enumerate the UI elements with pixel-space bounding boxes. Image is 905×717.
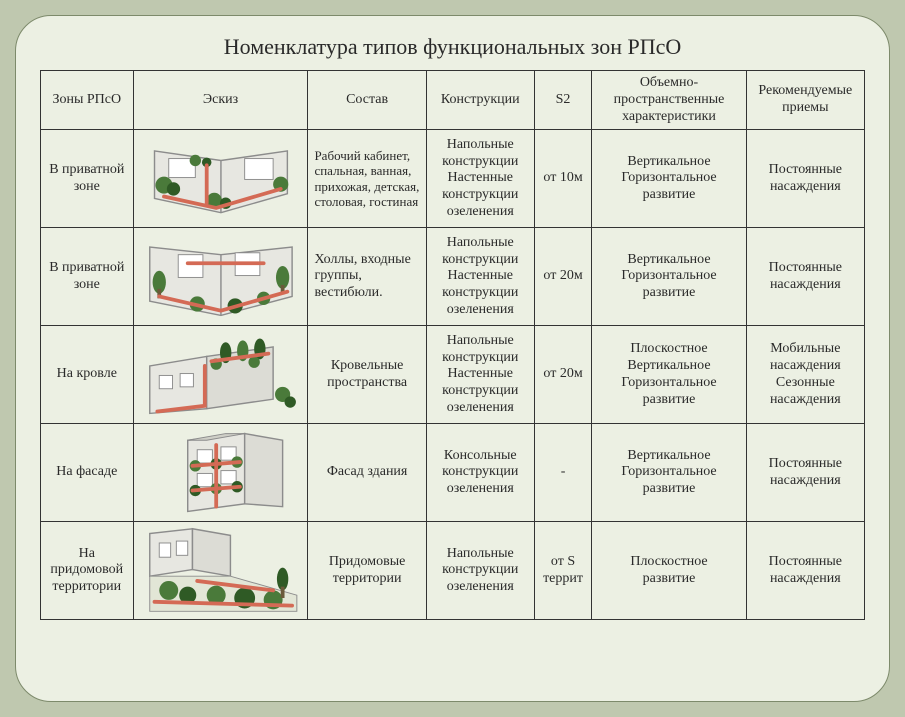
characteristic-item: Горизонтальное: [596, 375, 741, 392]
cell-composition: Рабочий кабинет, спальная, ванная, прихо…: [308, 130, 426, 228]
cell-composition: Фасад здания: [308, 424, 426, 522]
characteristic-item: Горизонтальное: [596, 268, 741, 285]
col-recommendations: Рекомендуемые приемы: [746, 71, 864, 130]
cell-recommendations: Постоянные насаждения: [746, 424, 864, 522]
recommendation-item: Постоянные насаждения: [751, 260, 860, 294]
cell-characteristics: Плоскостное Вертикальное Горизонтальное …: [592, 326, 746, 424]
characteristic-item: развитие: [596, 481, 741, 498]
cell-zone: На фасаде: [41, 424, 134, 522]
sketch-facade-icon: [136, 426, 306, 519]
recommendation-item: Мобильные насаждения: [751, 341, 860, 375]
cell-recommendations: Постоянные насаждения: [746, 522, 864, 620]
sketch-room-icon: [136, 132, 306, 225]
cell-zone: На придомовой территории: [41, 522, 134, 620]
cell-sketch: [133, 130, 308, 228]
cell-sketch: [133, 326, 308, 424]
cell-recommendations: Постоянные насаждения: [746, 130, 864, 228]
construction-item: Напольные конструкции: [431, 235, 530, 269]
table-row: На придомовой территории: [41, 522, 865, 620]
characteristic-item: Вертикальное: [596, 358, 741, 375]
table-row: На фасаде: [41, 424, 865, 522]
characteristic-item: развитие: [596, 571, 741, 588]
table-row: В приватной зоне: [41, 130, 865, 228]
characteristic-item: Вертикальное: [596, 154, 741, 171]
col-zone: Зоны РПсО: [41, 71, 134, 130]
characteristic-item: Горизонтальное: [596, 170, 741, 187]
characteristic-item: развитие: [596, 392, 741, 409]
characteristic-item: Плоскостное: [596, 341, 741, 358]
page-title: Номенклатура типов функциональных зон РП…: [40, 34, 865, 60]
slide-card: Номенклатура типов функциональных зон РП…: [15, 15, 890, 702]
cell-characteristics: Вертикальное Горизонтальное развитие: [592, 130, 746, 228]
col-s2: S2: [534, 71, 592, 130]
construction-item: Настенные конструкции озеленения: [431, 268, 530, 318]
cell-constructions: Напольные конструкции Настенные конструк…: [426, 228, 534, 326]
sketch-hall-icon: [136, 230, 306, 323]
zones-table: Зоны РПсО Эскиз Состав Конструкции S2 Об…: [40, 70, 865, 620]
recommendation-item: Постоянные насаждения: [751, 162, 860, 196]
cell-composition: Придомовые территории: [308, 522, 426, 620]
cell-recommendations: Мобильные насаждения Сезонные насаждения: [746, 326, 864, 424]
characteristic-item: развитие: [596, 187, 741, 204]
table-row: На кровле: [41, 326, 865, 424]
cell-s2: от 20м: [534, 228, 592, 326]
cell-s2: -: [534, 424, 592, 522]
col-sketch: Эскиз: [133, 71, 308, 130]
cell-s2: от 10м: [534, 130, 592, 228]
cell-s2: от 20м: [534, 326, 592, 424]
cell-constructions: Консольные конструкции озеленения: [426, 424, 534, 522]
cell-zone: На кровле: [41, 326, 134, 424]
construction-item: Напольные конструкции: [431, 333, 530, 367]
cell-constructions: Напольные конструкции Настенные конструк…: [426, 130, 534, 228]
characteristic-item: Горизонтальное: [596, 464, 741, 481]
characteristic-item: Вертикальное: [596, 252, 741, 269]
cell-constructions: Напольные конструкции Настенные конструк…: [426, 326, 534, 424]
cell-recommendations: Постоянные насаждения: [746, 228, 864, 326]
construction-item: Настенные конструкции озеленения: [431, 366, 530, 416]
col-constructions: Конструкции: [426, 71, 534, 130]
table-header-row: Зоны РПсО Эскиз Состав Конструкции S2 Об…: [41, 71, 865, 130]
cell-sketch: [133, 424, 308, 522]
cell-composition: Холлы, входные группы, вестибюли.: [308, 228, 426, 326]
cell-characteristics: Плоскостное развитие: [592, 522, 746, 620]
cell-characteristics: Вертикальное Горизонтальное развитие: [592, 228, 746, 326]
cell-composition: Кровельные пространства: [308, 326, 426, 424]
recommendation-item: Постоянные насаждения: [751, 456, 860, 490]
construction-item: Настенные конструкции озеленения: [431, 170, 530, 220]
construction-item: Консольные конструкции озеленения: [431, 448, 530, 498]
sketch-ground-icon: [136, 524, 306, 617]
table-row: В приватной зоне: [41, 228, 865, 326]
cell-constructions: Напольные конструкции озеленения: [426, 522, 534, 620]
cell-sketch: [133, 228, 308, 326]
cell-zone: В приватной зоне: [41, 228, 134, 326]
characteristic-item: развитие: [596, 285, 741, 302]
cell-zone: В приватной зоне: [41, 130, 134, 228]
construction-item: Напольные конструкции: [431, 137, 530, 171]
characteristic-item: Плоскостное: [596, 554, 741, 571]
col-composition: Состав: [308, 71, 426, 130]
cell-characteristics: Вертикальное Горизонтальное развитие: [592, 424, 746, 522]
construction-item: Напольные конструкции озеленения: [431, 546, 530, 596]
recommendation-item: Сезонные насаждения: [751, 375, 860, 409]
cell-s2: от S террит: [534, 522, 592, 620]
cell-sketch: [133, 522, 308, 620]
recommendation-item: Постоянные насаждения: [751, 554, 860, 588]
col-characteristics: Объемно-пространственные характеристики: [592, 71, 746, 130]
sketch-roof-icon: [136, 328, 306, 421]
characteristic-item: Вертикальное: [596, 448, 741, 465]
